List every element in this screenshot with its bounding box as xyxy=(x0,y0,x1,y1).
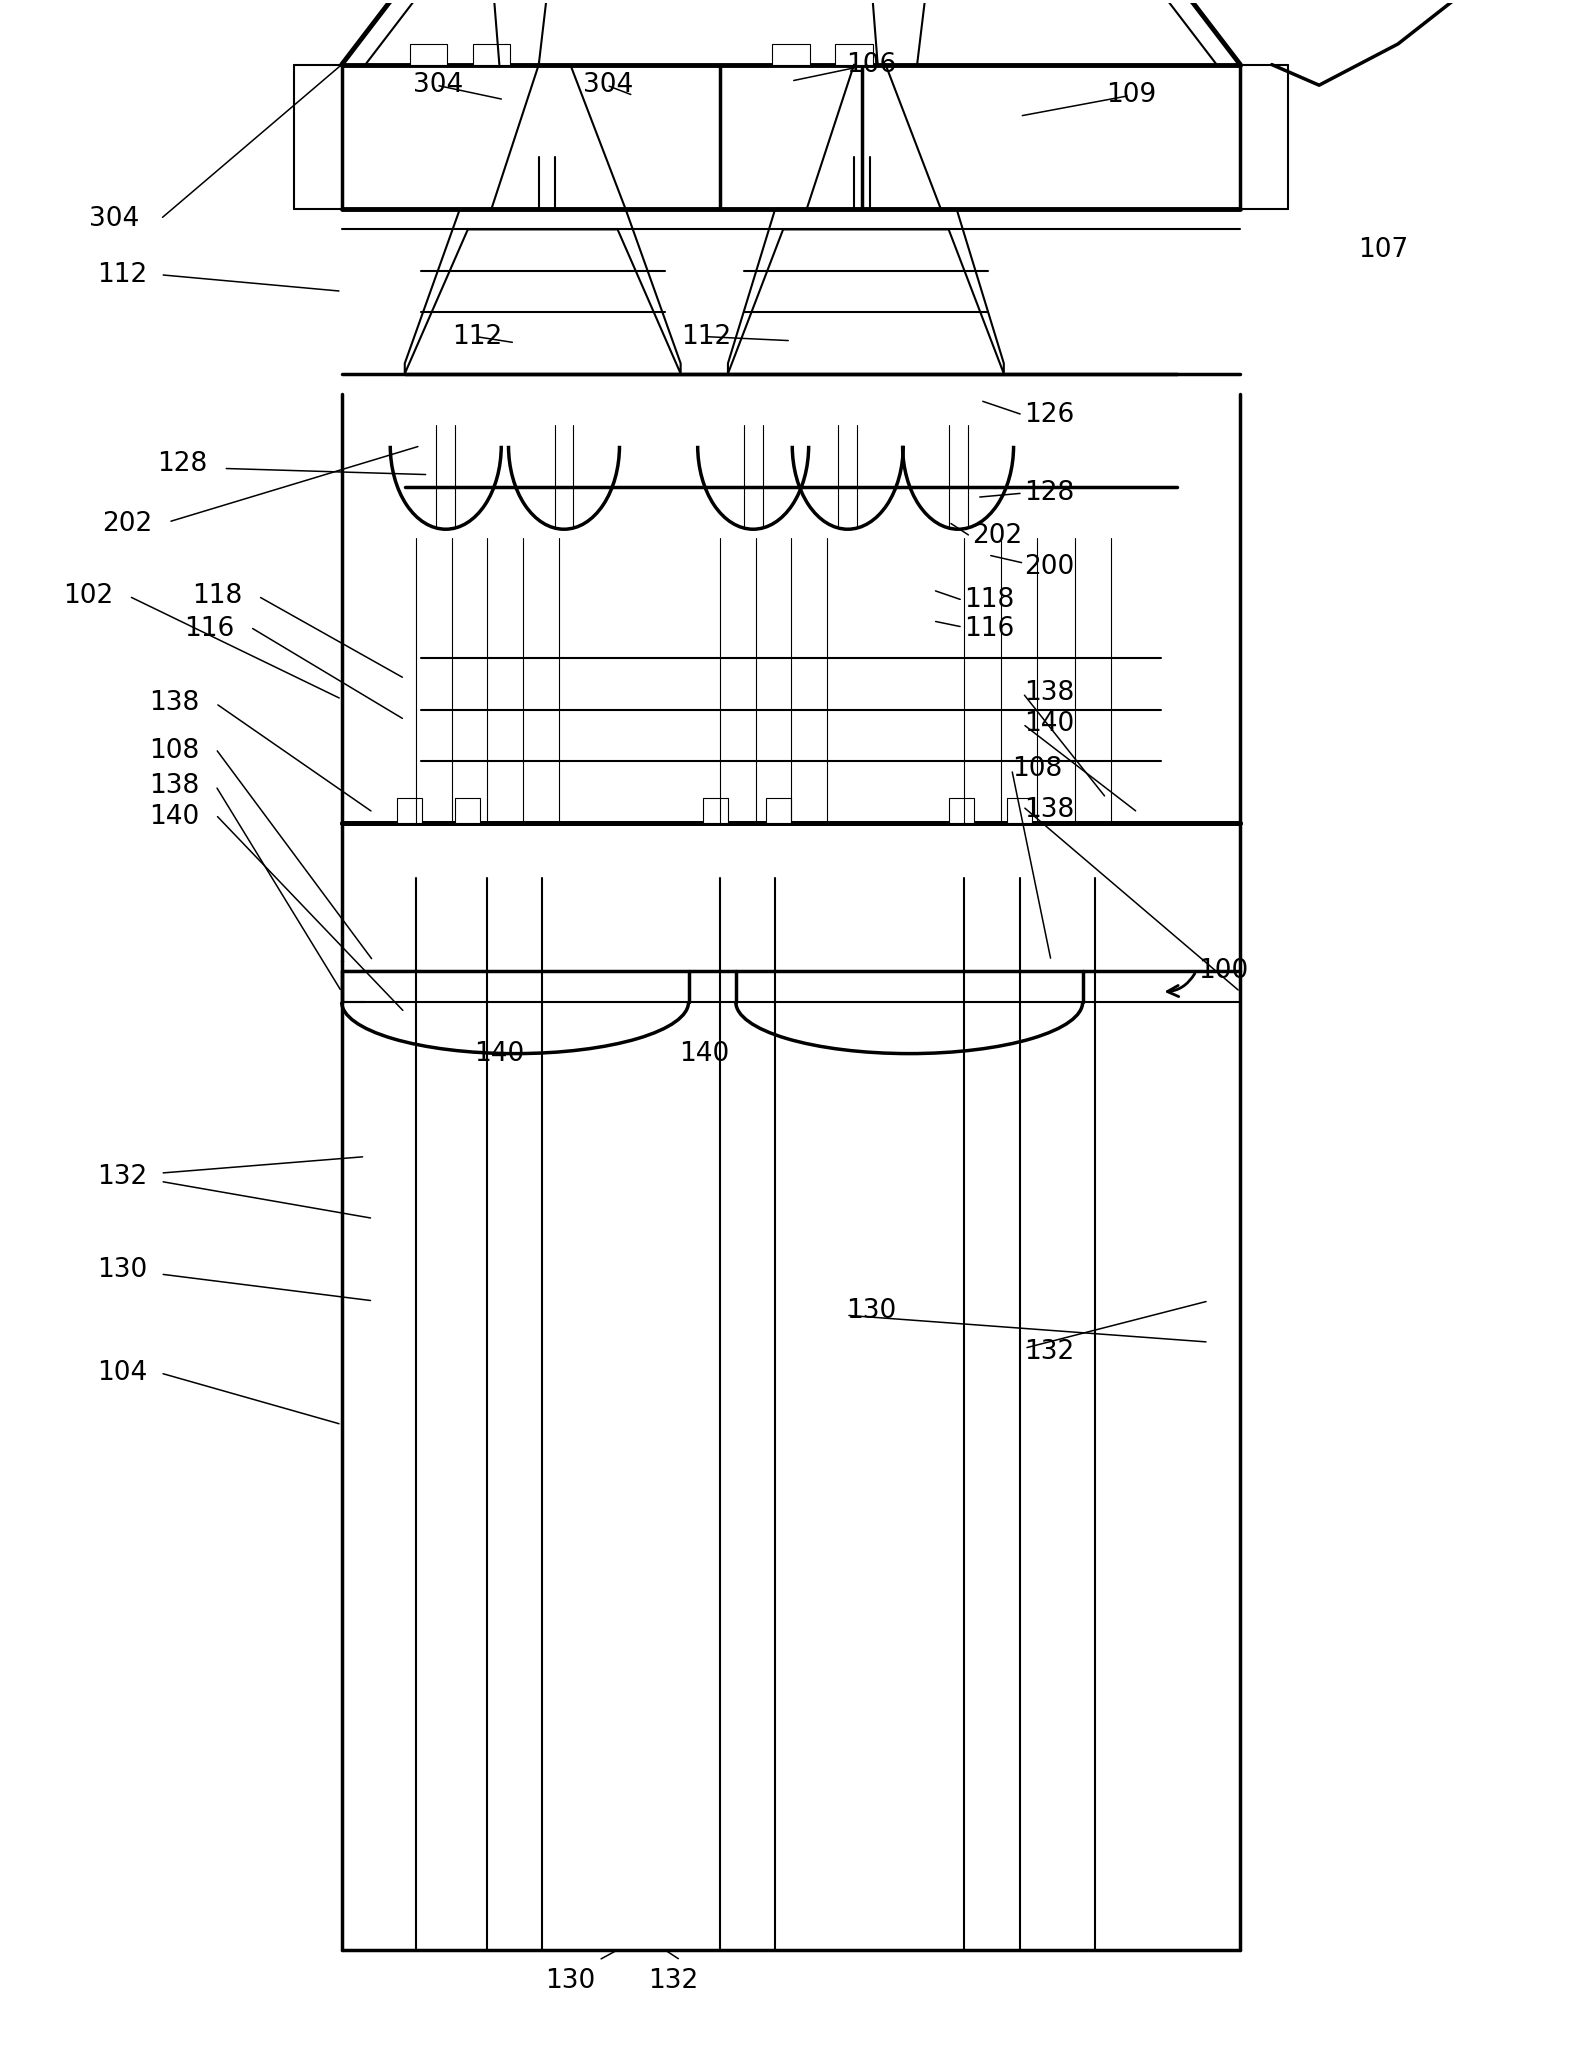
Text: 128: 128 xyxy=(1024,479,1074,506)
Text: 118: 118 xyxy=(965,587,1014,614)
Text: 140: 140 xyxy=(475,1041,525,1066)
Polygon shape xyxy=(410,43,448,64)
Text: 138: 138 xyxy=(149,773,199,800)
Polygon shape xyxy=(473,43,511,64)
Polygon shape xyxy=(1008,797,1031,822)
Text: 140: 140 xyxy=(1024,711,1074,738)
Text: 106: 106 xyxy=(846,52,897,79)
Text: 202: 202 xyxy=(973,523,1022,550)
Text: 116: 116 xyxy=(184,616,234,643)
Polygon shape xyxy=(702,797,728,822)
Text: 112: 112 xyxy=(680,324,731,349)
Text: 132: 132 xyxy=(98,1165,147,1190)
Text: 100: 100 xyxy=(1198,959,1248,983)
Text: 109: 109 xyxy=(1106,83,1156,109)
Text: 304: 304 xyxy=(582,72,633,99)
Text: 116: 116 xyxy=(965,616,1014,643)
Text: 140: 140 xyxy=(149,804,199,831)
Text: 128: 128 xyxy=(157,450,207,477)
Polygon shape xyxy=(772,43,810,64)
Polygon shape xyxy=(835,43,873,64)
Text: 102: 102 xyxy=(63,583,112,609)
Text: 112: 112 xyxy=(452,324,503,349)
Text: 304: 304 xyxy=(90,207,139,231)
Text: 107: 107 xyxy=(1359,238,1408,262)
Text: 130: 130 xyxy=(546,1967,595,1994)
Text: 108: 108 xyxy=(149,738,199,764)
Polygon shape xyxy=(728,209,1005,374)
Polygon shape xyxy=(397,797,422,822)
Text: 132: 132 xyxy=(1024,1339,1074,1366)
Text: 108: 108 xyxy=(1012,756,1062,783)
Text: 200: 200 xyxy=(1024,554,1074,581)
Text: 104: 104 xyxy=(98,1359,147,1386)
Text: 138: 138 xyxy=(149,690,199,717)
Text: 130: 130 xyxy=(846,1297,897,1324)
Text: 138: 138 xyxy=(1024,797,1074,824)
Polygon shape xyxy=(949,797,975,822)
Polygon shape xyxy=(766,797,791,822)
Text: 304: 304 xyxy=(413,72,464,99)
Text: 202: 202 xyxy=(103,510,152,537)
Text: 126: 126 xyxy=(1024,403,1074,428)
Text: 118: 118 xyxy=(191,583,242,609)
Text: 132: 132 xyxy=(647,1967,698,1994)
Text: 112: 112 xyxy=(98,262,147,287)
Text: 138: 138 xyxy=(1024,680,1074,707)
Polygon shape xyxy=(405,209,680,374)
Text: 130: 130 xyxy=(98,1256,147,1283)
Text: 140: 140 xyxy=(679,1041,729,1066)
Polygon shape xyxy=(456,797,481,822)
